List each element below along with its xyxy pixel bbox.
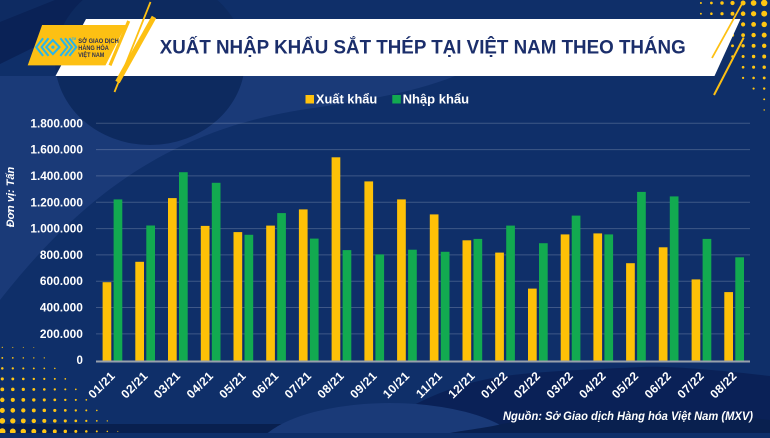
svg-text:200.000: 200.000 bbox=[40, 329, 83, 341]
svg-text:1.800.000: 1.800.000 bbox=[30, 118, 83, 130]
svg-text:Nhập khẩu: Nhập khẩu bbox=[403, 93, 470, 107]
svg-text:TM: TM bbox=[72, 37, 77, 41]
svg-text:VIỆT NAM: VIỆT NAM bbox=[78, 50, 104, 59]
svg-text:600.000: 600.000 bbox=[40, 276, 83, 288]
svg-text:1.600.000: 1.600.000 bbox=[30, 145, 83, 157]
svg-text:800.000: 800.000 bbox=[40, 250, 83, 262]
svg-text:HÀNG HÓA: HÀNG HÓA bbox=[78, 43, 109, 52]
svg-text:Đơn vị: Tấn: Đơn vị: Tấn bbox=[5, 166, 17, 227]
svg-text:Nguồn: Sở Giao dịch Hàng hóa V: Nguồn: Sở Giao dịch Hàng hóa Việt Nam (M… bbox=[503, 411, 753, 423]
svg-text:400.000: 400.000 bbox=[40, 303, 83, 315]
svg-text:1.000.000: 1.000.000 bbox=[30, 224, 83, 236]
svg-text:SỞ GIAO DỊCH: SỞ GIAO DỊCH bbox=[78, 36, 119, 45]
svg-text:1.400.000: 1.400.000 bbox=[30, 171, 83, 183]
svg-text:0: 0 bbox=[76, 355, 82, 367]
svg-text:1.200.000: 1.200.000 bbox=[30, 197, 83, 209]
svg-text:XUẤT NHẬP KHẨU SẮT THÉP TẠI VI: XUẤT NHẬP KHẨU SẮT THÉP TẠI VIỆT NAM THE… bbox=[160, 35, 686, 59]
svg-text:Xuất khẩu: Xuất khẩu bbox=[316, 93, 377, 107]
